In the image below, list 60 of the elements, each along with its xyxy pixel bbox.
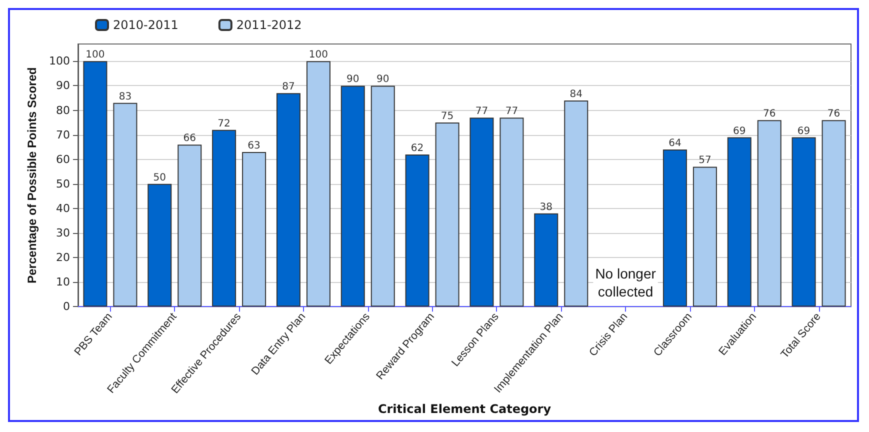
data-label: 69 xyxy=(797,126,810,137)
x-axis-title: Critical Element Category xyxy=(378,402,552,416)
bar xyxy=(276,93,300,307)
data-label: 62 xyxy=(410,142,424,154)
data-label: 83 xyxy=(118,91,132,102)
data-label: 76 xyxy=(763,108,776,120)
data-label: 63 xyxy=(248,140,260,152)
data-label: 90 xyxy=(376,74,390,86)
bar xyxy=(500,118,524,307)
y-tick-label: 60 xyxy=(56,152,70,166)
bar xyxy=(83,61,108,307)
y-tick-label: 0 xyxy=(63,300,70,314)
legend-label: 2011-2012 xyxy=(236,18,302,32)
legend-label: 2010-2011 xyxy=(113,18,178,32)
data-label: 90 xyxy=(346,74,360,86)
data-label: 84 xyxy=(570,88,582,100)
bar xyxy=(662,150,687,307)
data-label: 77 xyxy=(475,106,488,118)
data-label: 100 xyxy=(308,50,328,61)
data-label: 57 xyxy=(698,155,712,166)
data-label: 77 xyxy=(505,106,518,118)
bar xyxy=(564,100,588,307)
bar xyxy=(178,144,202,307)
data-label: 50 xyxy=(153,172,166,184)
y-tick-label: 30 xyxy=(56,226,70,240)
bar xyxy=(340,86,365,307)
bar xyxy=(692,166,717,307)
y-tick-label: 50 xyxy=(56,177,70,190)
bar xyxy=(792,137,816,307)
bar xyxy=(405,154,430,307)
data-label: 100 xyxy=(86,50,105,61)
y-tick-label: 40 xyxy=(56,202,70,215)
bar xyxy=(113,102,138,307)
annotation: No longer collected xyxy=(595,266,656,300)
bar xyxy=(822,120,846,307)
data-label: 64 xyxy=(668,138,682,150)
bar xyxy=(727,137,752,307)
bar xyxy=(212,130,236,307)
bar xyxy=(470,118,494,307)
y-tick-label: 70 xyxy=(56,128,70,142)
data-label: 76 xyxy=(827,108,840,120)
bar xyxy=(534,213,558,307)
y-tick-label: 80 xyxy=(56,104,70,117)
data-label: 69 xyxy=(733,126,746,137)
data-label: 87 xyxy=(282,82,295,93)
bar xyxy=(757,120,782,307)
y-axis-title: Percentage of Possible Points Scored xyxy=(25,67,40,284)
bar xyxy=(306,61,330,307)
bar xyxy=(148,184,172,307)
bar xyxy=(370,86,395,307)
data-label: 66 xyxy=(183,133,196,144)
y-tick-label: 10 xyxy=(56,276,70,289)
bar xyxy=(242,152,266,307)
y-tick-label: 90 xyxy=(56,79,70,92)
bar xyxy=(435,122,460,307)
y-tick-label: 20 xyxy=(56,251,70,264)
data-label: 75 xyxy=(440,111,454,122)
data-label: 72 xyxy=(218,118,230,130)
y-tick-label: 100 xyxy=(49,54,70,68)
data-label: 38 xyxy=(540,202,552,213)
